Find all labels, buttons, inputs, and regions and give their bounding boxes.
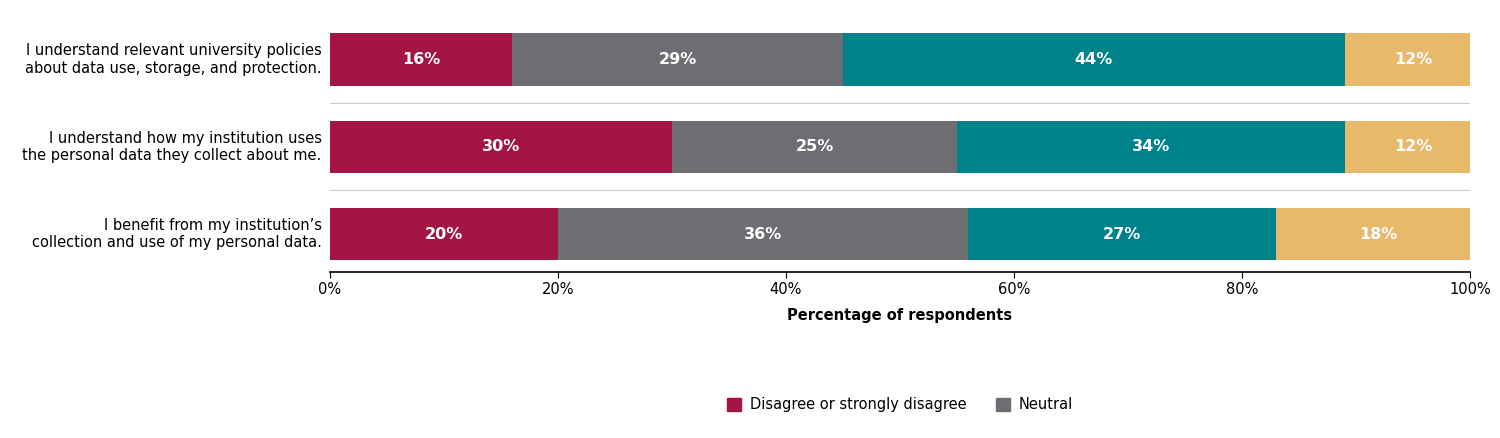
Text: 30%: 30% bbox=[482, 139, 520, 154]
Text: 12%: 12% bbox=[1394, 139, 1432, 154]
Bar bbox=[330, 208, 558, 260]
Bar bbox=[969, 208, 1276, 260]
Text: 44%: 44% bbox=[1074, 52, 1113, 67]
Bar bbox=[957, 120, 1344, 173]
Legend: Agree or strongly agree, No answer or don’t know: Agree or strongly agree, No answer or do… bbox=[678, 434, 1122, 438]
Text: 27%: 27% bbox=[1102, 226, 1142, 241]
Bar bbox=[330, 33, 513, 85]
Text: 36%: 36% bbox=[744, 226, 783, 241]
Text: 18%: 18% bbox=[1359, 226, 1398, 241]
Text: 25%: 25% bbox=[795, 139, 834, 154]
Bar bbox=[513, 33, 843, 85]
Bar bbox=[330, 120, 672, 173]
Bar bbox=[558, 208, 969, 260]
X-axis label: Percentage of respondents: Percentage of respondents bbox=[788, 308, 1012, 323]
Text: 29%: 29% bbox=[658, 52, 698, 67]
Bar bbox=[1344, 120, 1482, 173]
Text: 12%: 12% bbox=[1394, 52, 1432, 67]
Bar bbox=[672, 120, 957, 173]
Bar bbox=[1276, 208, 1482, 260]
Bar bbox=[1344, 33, 1482, 85]
Text: 16%: 16% bbox=[402, 52, 441, 67]
Bar bbox=[843, 33, 1344, 85]
Text: 34%: 34% bbox=[1131, 139, 1170, 154]
Text: 20%: 20% bbox=[424, 226, 464, 241]
